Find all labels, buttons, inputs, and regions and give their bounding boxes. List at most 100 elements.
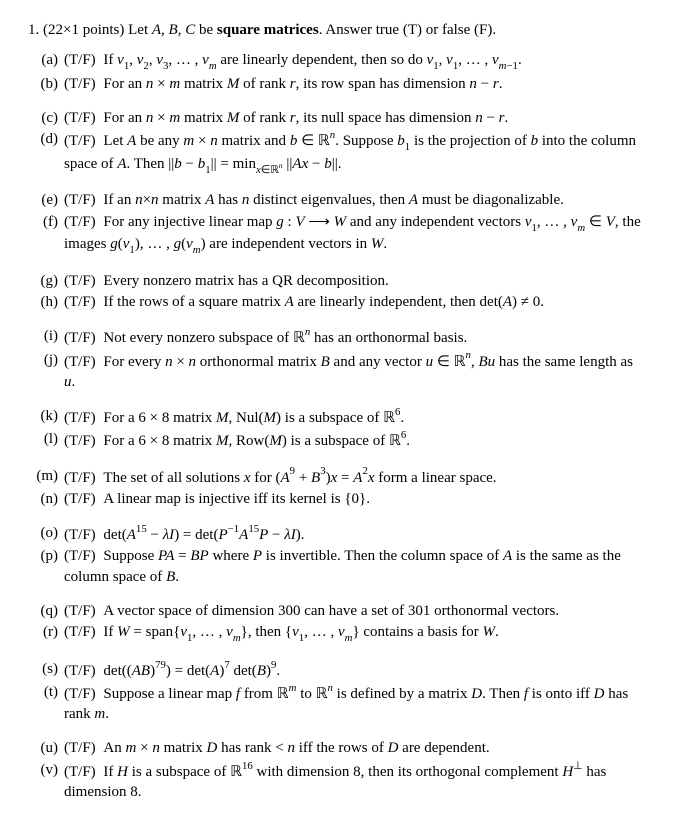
tf-marker: (T/F) xyxy=(64,273,103,289)
question-item-m: (m)(T/F) The set of all solutions x for … xyxy=(28,466,647,488)
item-text: (T/F) Every nonzero matrix has a QR deco… xyxy=(64,271,647,291)
tf-marker: (T/F) xyxy=(64,686,103,702)
item-label: (f) xyxy=(28,212,64,257)
item-group: (k)(T/F) For a 6 × 8 matrix M, Nul(M) is… xyxy=(28,406,647,452)
item-body: If v1, v2, v3, … , vm are linearly depen… xyxy=(103,52,521,68)
item-label: (e) xyxy=(28,190,64,210)
question-item-a: (a)(T/F) If v1, v2, v3, … , vm are linea… xyxy=(28,50,647,73)
tf-marker: (T/F) xyxy=(64,52,103,68)
item-body: Not every nonzero subspace of ℝn has an … xyxy=(103,330,467,346)
item-text: (T/F) Let A be any m × n matrix and b ∈ … xyxy=(64,129,647,176)
item-group: (q)(T/F) A vector space of dimension 300… xyxy=(28,601,647,645)
item-label: (p) xyxy=(28,546,64,587)
item-text: (T/F) For a 6 × 8 matrix M, Nul(M) is a … xyxy=(64,406,647,428)
item-label: (s) xyxy=(28,659,64,681)
item-label: (o) xyxy=(28,523,64,545)
tf-marker: (T/F) xyxy=(64,548,103,564)
item-label: (b) xyxy=(28,74,64,94)
tf-marker: (T/F) xyxy=(64,603,103,619)
item-group: (s)(T/F) det((AB)79) = det(A)7 det(B)9.(… xyxy=(28,659,647,725)
item-text: (T/F) An m × n matrix D has rank < n iff… xyxy=(64,738,647,758)
item-text: (T/F) If the rows of a square matrix A a… xyxy=(64,292,647,312)
tf-marker: (T/F) xyxy=(64,330,103,346)
tf-marker: (T/F) xyxy=(64,433,103,449)
item-body: If the rows of a square matrix A are lin… xyxy=(103,294,544,310)
question-item-b: (b)(T/F) For an n × m matrix M of rank r… xyxy=(28,74,647,94)
item-text: (T/F) If an n×n matrix A has n distinct … xyxy=(64,190,647,210)
item-text: (T/F) Not every nonzero subspace of ℝn h… xyxy=(64,326,647,348)
question-item-n: (n)(T/F) A linear map is injective iff i… xyxy=(28,489,647,509)
question-header: 1. (22×1 points) Let A, B, C be square m… xyxy=(28,20,647,40)
item-group: (u)(T/F) An m × n matrix D has rank < n … xyxy=(28,738,647,802)
tf-marker: (T/F) xyxy=(64,740,103,756)
item-text: (T/F) For a 6 × 8 matrix M, Row(M) is a … xyxy=(64,429,647,451)
item-text: (T/F) For an n × m matrix M of rank r, i… xyxy=(64,74,647,94)
item-label: (n) xyxy=(28,489,64,509)
item-label: (u) xyxy=(28,738,64,758)
item-label: (l) xyxy=(28,429,64,451)
tf-marker: (T/F) xyxy=(64,354,103,370)
tf-marker: (T/F) xyxy=(64,76,103,92)
question-item-t: (t)(T/F) Suppose a linear map f from ℝm … xyxy=(28,682,647,725)
question-item-e: (e)(T/F) If an n×n matrix A has n distin… xyxy=(28,190,647,210)
tf-marker: (T/F) xyxy=(64,110,103,126)
tf-marker: (T/F) xyxy=(64,470,103,486)
item-body: If an n×n matrix A has n distinct eigenv… xyxy=(103,192,563,208)
item-body: A linear map is injective iff its kernel… xyxy=(103,491,370,507)
question-points: (22×1 points) xyxy=(43,22,124,38)
item-text: (T/F) Suppose PA = BP where P is inverti… xyxy=(64,546,647,587)
item-text: (T/F) det((AB)79) = det(A)7 det(B)9. xyxy=(64,659,647,681)
item-body: For a 6 × 8 matrix M, Row(M) is a subspa… xyxy=(103,433,410,449)
question-number: 1. xyxy=(28,22,39,38)
item-body: Suppose PA = BP where P is invertible. T… xyxy=(64,548,621,584)
item-group: (c)(T/F) For an n × m matrix M of rank r… xyxy=(28,108,647,176)
item-label: (g) xyxy=(28,271,64,291)
item-text: (T/F) If v1, v2, v3, … , vm are linearly… xyxy=(64,50,647,73)
question-item-j: (j)(T/F) For every n × n orthonormal mat… xyxy=(28,350,647,393)
intro-pre: Let xyxy=(128,22,152,38)
item-body: For any injective linear map g : V ⟶ W a… xyxy=(64,214,641,253)
tf-marker: (T/F) xyxy=(64,764,103,780)
tf-marker: (T/F) xyxy=(64,192,103,208)
question-item-i: (i)(T/F) Not every nonzero subspace of ℝ… xyxy=(28,326,647,348)
question-item-f: (f)(T/F) For any injective linear map g … xyxy=(28,212,647,257)
tf-marker: (T/F) xyxy=(64,624,103,640)
item-label: (q) xyxy=(28,601,64,621)
item-body: If W = span{v1, … , vm}, then {v1, … , v… xyxy=(103,624,498,640)
item-text: (T/F) If W = span{v1, … , vm}, then {v1,… xyxy=(64,622,647,645)
item-text: (T/F) det(A15 − λI) = det(P−1A15P − λI). xyxy=(64,523,647,545)
item-label: (v) xyxy=(28,760,64,803)
tf-marker: (T/F) xyxy=(64,133,103,149)
item-text: (T/F) If H is a subspace of ℝ16 with dim… xyxy=(64,760,647,803)
item-group: (a)(T/F) If v1, v2, v3, … , vm are linea… xyxy=(28,50,647,94)
item-label: (j) xyxy=(28,350,64,393)
item-body: For every n × n orthonormal matrix B and… xyxy=(64,354,633,390)
question-item-k: (k)(T/F) For a 6 × 8 matrix M, Nul(M) is… xyxy=(28,406,647,428)
tf-marker: (T/F) xyxy=(64,294,103,310)
item-body: If H is a subspace of ℝ16 with dimension… xyxy=(64,764,606,800)
tf-marker: (T/F) xyxy=(64,491,103,507)
item-text: (T/F) A linear map is injective iff its … xyxy=(64,489,647,509)
tf-marker: (T/F) xyxy=(64,214,103,230)
item-group: (i)(T/F) Not every nonzero subspace of ℝ… xyxy=(28,326,647,392)
item-label: (h) xyxy=(28,292,64,312)
intro-bold: square matrices xyxy=(217,22,319,38)
question-item-d: (d)(T/F) Let A be any m × n matrix and b… xyxy=(28,129,647,176)
item-text: (T/F) For every n × n orthonormal matrix… xyxy=(64,350,647,393)
intro-matrices: A, B, C xyxy=(152,22,195,38)
item-label: (a) xyxy=(28,50,64,73)
item-body: Every nonzero matrix has a QR decomposit… xyxy=(103,273,388,289)
question-item-o: (o)(T/F) det(A15 − λI) = det(P−1A15P − λ… xyxy=(28,523,647,545)
item-body: For a 6 × 8 matrix M, Nul(M) is a subspa… xyxy=(103,410,404,426)
question-item-p: (p)(T/F) Suppose PA = BP where P is inve… xyxy=(28,546,647,587)
item-body: For an n × m matrix M of rank r, its nul… xyxy=(103,110,508,126)
question-item-c: (c)(T/F) For an n × m matrix M of rank r… xyxy=(28,108,647,128)
question-item-h: (h)(T/F) If the rows of a square matrix … xyxy=(28,292,647,312)
item-text: (T/F) For any injective linear map g : V… xyxy=(64,212,647,257)
item-text: (T/F) A vector space of dimension 300 ca… xyxy=(64,601,647,621)
item-body: An m × n matrix D has rank < n iff the r… xyxy=(103,740,489,756)
item-text: (T/F) For an n × m matrix M of rank r, i… xyxy=(64,108,647,128)
intro-mid: be xyxy=(195,22,217,38)
question-item-s: (s)(T/F) det((AB)79) = det(A)7 det(B)9. xyxy=(28,659,647,681)
question-item-l: (l)(T/F) For a 6 × 8 matrix M, Row(M) is… xyxy=(28,429,647,451)
